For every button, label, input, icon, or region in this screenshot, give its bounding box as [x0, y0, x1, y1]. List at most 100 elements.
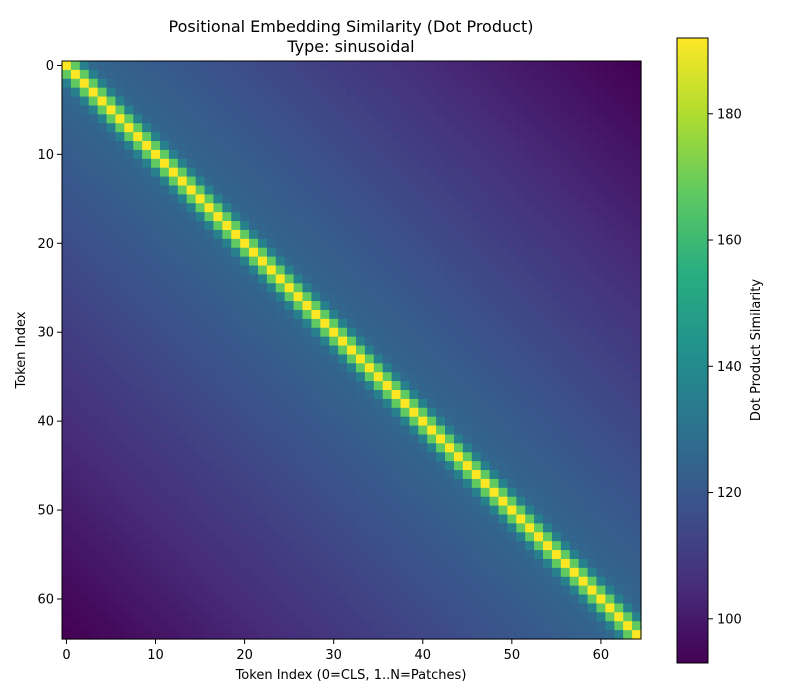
- heatmap-cell: [605, 612, 615, 622]
- heatmap-cell: [284, 167, 295, 178]
- heatmap-cell: [329, 69, 339, 80]
- heatmap-cell: [311, 416, 321, 427]
- heatmap-cell: [79, 123, 90, 133]
- heatmap-cell: [445, 123, 455, 133]
- heatmap-cell: [195, 532, 206, 542]
- heatmap-cell: [347, 470, 357, 480]
- heatmap-cell: [133, 105, 143, 115]
- heatmap-cell: [231, 603, 241, 613]
- heatmap-cell: [551, 612, 562, 622]
- heatmap-cell: [614, 301, 624, 311]
- heatmap-cell: [168, 309, 179, 320]
- heatmap-cell: [498, 523, 508, 533]
- heatmap-cell: [471, 141, 482, 151]
- heatmap-cell: [373, 496, 384, 507]
- heatmap-cell: [311, 390, 321, 400]
- heatmap-cell: [240, 496, 250, 507]
- heatmap-cell: [498, 123, 508, 133]
- heatmap-cell: [445, 212, 455, 222]
- heatmap-cell: [106, 558, 117, 569]
- heatmap-cell: [418, 221, 428, 231]
- heatmap-cell: [231, 567, 241, 578]
- heatmap-cell: [364, 461, 375, 471]
- heatmap-cell: [587, 461, 598, 471]
- heatmap-cell: [302, 274, 313, 284]
- heatmap-cell: [231, 256, 241, 267]
- heatmap-cell: [213, 176, 223, 187]
- heatmap-cell: [266, 318, 277, 329]
- heatmap-cell: [453, 514, 464, 524]
- heatmap-cell: [124, 212, 134, 222]
- heatmap-cell: [382, 292, 393, 302]
- heatmap-cell: [400, 87, 410, 98]
- heatmap-cell: [213, 630, 223, 640]
- heatmap-cell: [159, 318, 170, 329]
- heatmap-cell: [462, 550, 473, 560]
- heatmap-cell: [302, 132, 313, 142]
- heatmap-cell: [436, 514, 446, 524]
- heatmap-cell: [578, 567, 589, 578]
- heatmap-cell: [551, 309, 562, 320]
- heatmap-cell: [578, 69, 589, 80]
- heatmap-cell: [578, 105, 589, 115]
- heatmap-cell: [516, 221, 526, 231]
- heatmap-cell: [623, 167, 633, 178]
- heatmap-cell: [462, 487, 473, 498]
- heatmap-cell: [534, 327, 544, 338]
- heatmap-cell: [338, 185, 348, 195]
- heatmap-cell: [213, 221, 223, 231]
- heatmap-cell: [320, 461, 330, 471]
- heatmap-cell: [498, 221, 508, 231]
- heatmap-cell: [578, 61, 589, 71]
- heatmap-cell: [587, 576, 598, 587]
- heatmap-cell: [195, 585, 206, 596]
- heatmap-cell: [453, 523, 464, 533]
- heatmap-cell: [614, 487, 624, 498]
- heatmap-cell: [489, 461, 500, 471]
- heatmap-cell: [632, 274, 642, 284]
- heatmap-cell: [311, 327, 321, 338]
- heatmap-cell: [560, 550, 571, 560]
- heatmap-cell: [498, 256, 508, 267]
- heatmap-cell: [124, 176, 134, 187]
- heatmap-cell: [311, 221, 321, 231]
- heatmap-cell: [151, 523, 161, 533]
- heatmap-cell: [596, 594, 606, 605]
- heatmap-cell: [275, 158, 286, 169]
- heatmap-cell: [266, 132, 277, 142]
- heatmap-cell: [489, 256, 500, 267]
- heatmap-cell: [551, 212, 562, 222]
- heatmap-cell: [453, 416, 464, 427]
- heatmap-cell: [177, 301, 188, 311]
- heatmap-cell: [222, 621, 232, 631]
- heatmap-cell: [507, 452, 517, 462]
- heatmap-cell: [480, 149, 491, 160]
- heatmap-cell: [525, 514, 535, 524]
- heatmap-cell: [489, 496, 500, 507]
- heatmap-cell: [186, 452, 197, 462]
- heatmap-cell: [516, 114, 526, 124]
- heatmap-cell: [249, 461, 259, 471]
- heatmap-cell: [605, 158, 615, 169]
- heatmap-cell: [106, 327, 117, 338]
- heatmap-cell: [453, 141, 464, 151]
- heatmap-cell: [462, 274, 473, 284]
- heatmap-cell: [382, 61, 393, 71]
- heatmap-cell: [70, 398, 81, 409]
- heatmap-cell: [427, 87, 437, 98]
- heatmap-cell: [186, 61, 197, 71]
- heatmap-cell: [186, 283, 197, 293]
- heatmap-cell: [142, 452, 152, 462]
- heatmap-cell: [222, 603, 232, 613]
- heatmap-cell: [249, 309, 259, 320]
- heatmap-cell: [329, 443, 339, 453]
- heatmap-cell: [293, 505, 304, 516]
- heatmap-cell: [240, 229, 250, 240]
- heatmap-cell: [551, 381, 562, 391]
- heatmap-cell: [355, 612, 366, 622]
- heatmap-cell: [320, 363, 330, 373]
- heatmap-cell: [79, 327, 90, 338]
- heatmap-cell: [88, 238, 99, 249]
- heatmap-cell: [240, 425, 250, 436]
- heatmap-cell: [204, 496, 215, 507]
